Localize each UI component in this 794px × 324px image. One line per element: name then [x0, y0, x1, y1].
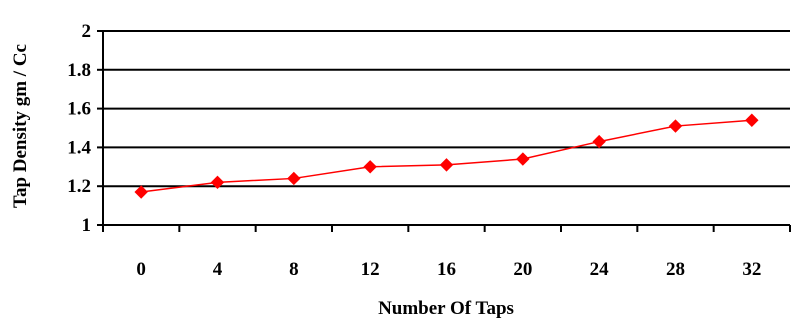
- data-point-marker: [210, 175, 225, 190]
- y-tick-label: 2: [82, 21, 92, 42]
- x-tick-label: 24: [590, 259, 610, 280]
- x-tick-label: 28: [666, 259, 685, 280]
- axes: [97, 30, 791, 232]
- data-point-marker: [134, 185, 148, 199]
- grid-lines: [103, 30, 790, 188]
- x-tick-label: 20: [513, 259, 532, 280]
- y-tick-label: 1.2: [67, 176, 91, 197]
- x-axis-title: Number Of Taps: [378, 298, 514, 319]
- data-point-marker: [668, 119, 683, 133]
- data-point-marker: [516, 152, 530, 166]
- x-tick-labels: 0 4 8 12 16 20 24 28 32: [136, 259, 761, 280]
- y-tick-label: 1.6: [67, 99, 91, 120]
- x-tick-label: 32: [742, 259, 761, 280]
- data-point-marker: [287, 171, 301, 186]
- data-point-marker: [363, 160, 377, 174]
- y-tick-labels: 1 1.2 1.4 1.6 1.8 2: [67, 21, 91, 236]
- data-point-marker: [592, 134, 606, 149]
- x-tick-label: 16: [437, 259, 456, 280]
- y-axis-title: Tap Density gm / Cc: [10, 44, 31, 208]
- data-point-marker: [745, 113, 759, 127]
- x-tick-label: 8: [289, 259, 299, 280]
- x-tick-label: 12: [361, 259, 380, 280]
- x-tick-label: 0: [136, 259, 146, 280]
- data-point-marker: [439, 158, 454, 172]
- data-series: [134, 113, 759, 199]
- x-tick-label: 4: [213, 259, 223, 280]
- y-tick-label: 1.4: [67, 137, 91, 158]
- series-line: [141, 119, 752, 193]
- y-tick-label: 1: [82, 215, 92, 236]
- y-tick-label: 1.8: [67, 60, 91, 81]
